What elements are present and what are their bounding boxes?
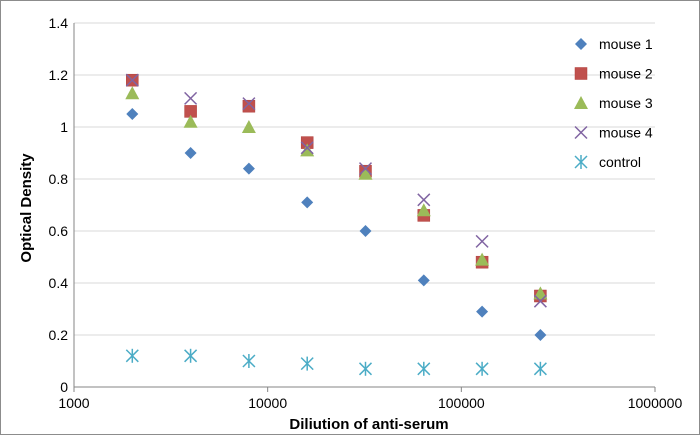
data-point	[242, 354, 256, 368]
data-point	[242, 99, 256, 113]
data-point	[300, 143, 315, 157]
legend-item: mouse 2	[574, 66, 653, 82]
data-point	[359, 225, 372, 237]
y-axis-title: Optical Density	[18, 153, 35, 263]
legend-item: mouse 3	[574, 95, 653, 111]
data-point	[184, 348, 198, 363]
y-tick-label: 1	[60, 119, 68, 135]
data-point	[242, 97, 256, 111]
data-point	[301, 196, 314, 209]
data-point	[126, 108, 139, 120]
x-tick-label: 1000	[58, 395, 89, 411]
legend-marker	[574, 125, 588, 140]
legend-item: mouse 1	[575, 36, 653, 52]
data-point	[358, 162, 373, 176]
data-point	[125, 73, 139, 87]
y-tick-label: 0.4	[49, 275, 69, 291]
series-mouse-4	[125, 73, 547, 308]
data-point	[533, 286, 548, 300]
series-mouse-1	[126, 108, 547, 341]
x-tick-label: 10000	[248, 395, 287, 411]
legend-label: mouse 3	[599, 95, 653, 111]
data-point	[358, 361, 373, 376]
data-point	[184, 91, 198, 105]
data-point	[125, 86, 140, 100]
y-tick-labels: 0 0.2 0.4 0.6 0.8 1 1.2 1.4	[49, 15, 69, 395]
y-tick-label: 0	[60, 379, 68, 395]
data-points	[125, 73, 548, 376]
legend: mouse 1 mouse 2 mouse 3 mouse 4 control	[574, 36, 653, 170]
y-tick-label: 0.6	[49, 223, 69, 239]
data-point	[416, 203, 431, 217]
data-point	[300, 356, 314, 371]
series-mouse-2	[126, 73, 547, 303]
data-point	[475, 252, 490, 266]
y-tick-label: 1.2	[49, 67, 69, 83]
data-point	[241, 120, 256, 133]
legend-marker	[574, 67, 588, 80]
legend-item: mouse 4	[574, 125, 653, 141]
data-point	[476, 305, 489, 318]
data-point	[183, 114, 198, 128]
axes	[73, 23, 656, 392]
legend-marker	[574, 155, 588, 169]
data-point	[475, 234, 489, 248]
data-point	[184, 147, 197, 159]
legend-label: control	[599, 154, 641, 170]
legend-label: mouse 2	[599, 66, 653, 82]
x-tick-label: 1000000	[628, 395, 683, 411]
legend-item: control	[574, 154, 641, 170]
legend-marker	[574, 96, 588, 109]
data-point	[242, 162, 255, 175]
data-point	[533, 294, 547, 308]
y-tick-label: 1.4	[49, 15, 69, 31]
data-point	[125, 348, 139, 363]
series-control	[125, 348, 547, 376]
series-mouse-3	[125, 86, 548, 300]
x-tick-label: 100000	[438, 395, 485, 411]
data-point	[534, 329, 547, 341]
data-point	[533, 361, 547, 376]
x-axis-title: Diliution of anti-serum	[289, 416, 448, 433]
data-point	[417, 274, 430, 287]
data-point	[417, 193, 431, 207]
data-point	[475, 361, 489, 376]
legend-marker	[575, 38, 587, 50]
y-tick-label: 0.8	[49, 171, 69, 187]
legend-label: mouse 4	[599, 125, 653, 141]
y-tick-label: 0.2	[49, 327, 69, 343]
data-point	[417, 361, 431, 376]
data-point	[300, 141, 314, 155]
data-point	[358, 166, 373, 180]
x-tick-labels: 1000 10000 100000 1000000	[58, 395, 682, 411]
legend-label: mouse 1	[599, 36, 653, 52]
